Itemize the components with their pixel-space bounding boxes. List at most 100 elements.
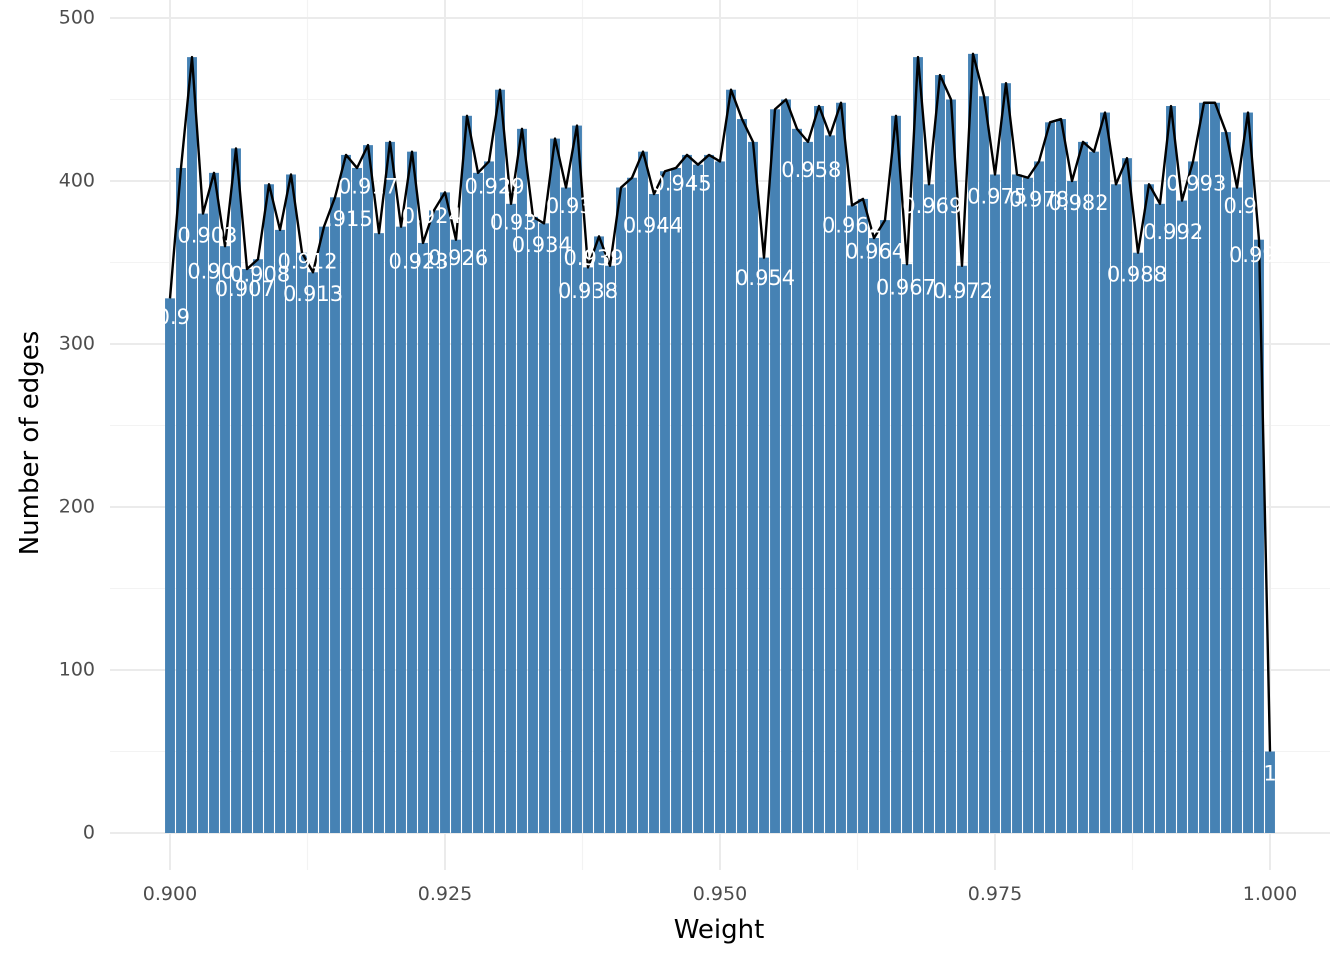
bar	[748, 141, 758, 833]
x-axis-title: Weight	[674, 915, 765, 945]
bar	[1067, 181, 1077, 833]
bar	[231, 148, 241, 833]
bar	[297, 252, 307, 834]
data-label: 0.998	[1229, 243, 1289, 267]
bar	[451, 239, 461, 833]
data-label: 0.923	[389, 250, 449, 274]
bar	[957, 265, 967, 833]
data-label: 0.969	[902, 194, 962, 218]
bar	[187, 57, 197, 834]
bar	[1221, 132, 1231, 834]
data-label: 0.967	[876, 276, 936, 300]
bar	[594, 236, 604, 834]
bar	[1045, 122, 1055, 833]
bar	[671, 167, 681, 833]
bar	[869, 238, 879, 834]
data-label: 0.972	[933, 279, 993, 303]
bar	[1188, 161, 1198, 833]
data-label: 0.993	[1166, 171, 1226, 195]
bar	[352, 167, 362, 833]
bar	[1089, 151, 1099, 833]
bar	[583, 267, 593, 833]
data-label: 0.944	[623, 214, 683, 238]
bar	[616, 187, 626, 833]
bar	[363, 145, 373, 833]
bar	[803, 141, 813, 833]
bar	[418, 242, 428, 833]
bar	[330, 197, 340, 834]
bar	[1210, 102, 1220, 833]
data-label: 0.93	[490, 210, 537, 234]
bar	[902, 264, 912, 833]
y-axis-ticks: 0 100 200 300 400 500	[59, 7, 95, 844]
data-label: 0.93	[546, 194, 593, 218]
bar	[1122, 158, 1132, 833]
bar	[913, 57, 923, 834]
bar	[946, 99, 956, 833]
bar	[462, 115, 472, 834]
data-label: 0.982	[1049, 191, 1109, 215]
series-line	[168, 52, 1272, 752]
bar	[165, 298, 175, 833]
data-label: 0.997	[1223, 194, 1283, 218]
data-label: 0.917	[338, 175, 398, 199]
bar	[968, 53, 978, 834]
data-label: 0.926	[428, 246, 488, 270]
bar	[242, 269, 252, 833]
data-label: 0.924	[402, 204, 462, 228]
x-tick-label: 0.975	[968, 883, 1022, 905]
bar	[1111, 184, 1121, 833]
data-label: 0.978	[1009, 188, 1069, 212]
data-label: 0.934	[512, 233, 572, 257]
bar	[693, 164, 703, 833]
bar	[220, 246, 230, 833]
bar	[627, 177, 637, 834]
bar	[792, 128, 802, 834]
bar	[1078, 141, 1088, 833]
bar	[1254, 239, 1264, 833]
data-label: 0.915	[313, 207, 373, 231]
bar	[1177, 200, 1187, 833]
bar	[385, 141, 395, 833]
bar	[176, 167, 186, 833]
bar	[770, 109, 780, 833]
bar	[759, 257, 769, 833]
line-series	[168, 52, 1272, 752]
bar	[1034, 161, 1044, 833]
bar	[715, 161, 725, 833]
bar	[990, 174, 1000, 834]
bar	[825, 135, 835, 834]
bar	[561, 187, 571, 833]
bar	[1100, 112, 1110, 834]
bar	[836, 102, 846, 833]
data-label: 0.938	[558, 279, 618, 303]
bar	[979, 96, 989, 834]
bar	[1166, 106, 1176, 833]
data-label: 0.903	[177, 223, 237, 247]
bar	[275, 229, 285, 833]
data-label: 0.908	[230, 263, 290, 287]
data-label: 0.945	[651, 171, 711, 195]
bar	[891, 115, 901, 834]
bar	[935, 75, 945, 834]
bar	[605, 265, 615, 833]
bar	[264, 184, 274, 833]
bar	[429, 210, 439, 834]
bar	[1199, 102, 1209, 833]
bar	[319, 226, 329, 833]
bar	[704, 154, 714, 834]
bar	[858, 198, 868, 833]
bar	[396, 226, 406, 833]
bar	[495, 89, 505, 834]
bar	[374, 233, 384, 833]
x-tick-label: 0.925	[418, 883, 472, 905]
data-label: 0.90	[187, 259, 234, 283]
bar	[440, 192, 450, 833]
bar	[572, 125, 582, 833]
bar	[1012, 174, 1022, 834]
bar	[517, 128, 527, 834]
data-label: 0.988	[1107, 263, 1167, 287]
bar	[924, 184, 934, 833]
bar-series	[165, 53, 1275, 834]
